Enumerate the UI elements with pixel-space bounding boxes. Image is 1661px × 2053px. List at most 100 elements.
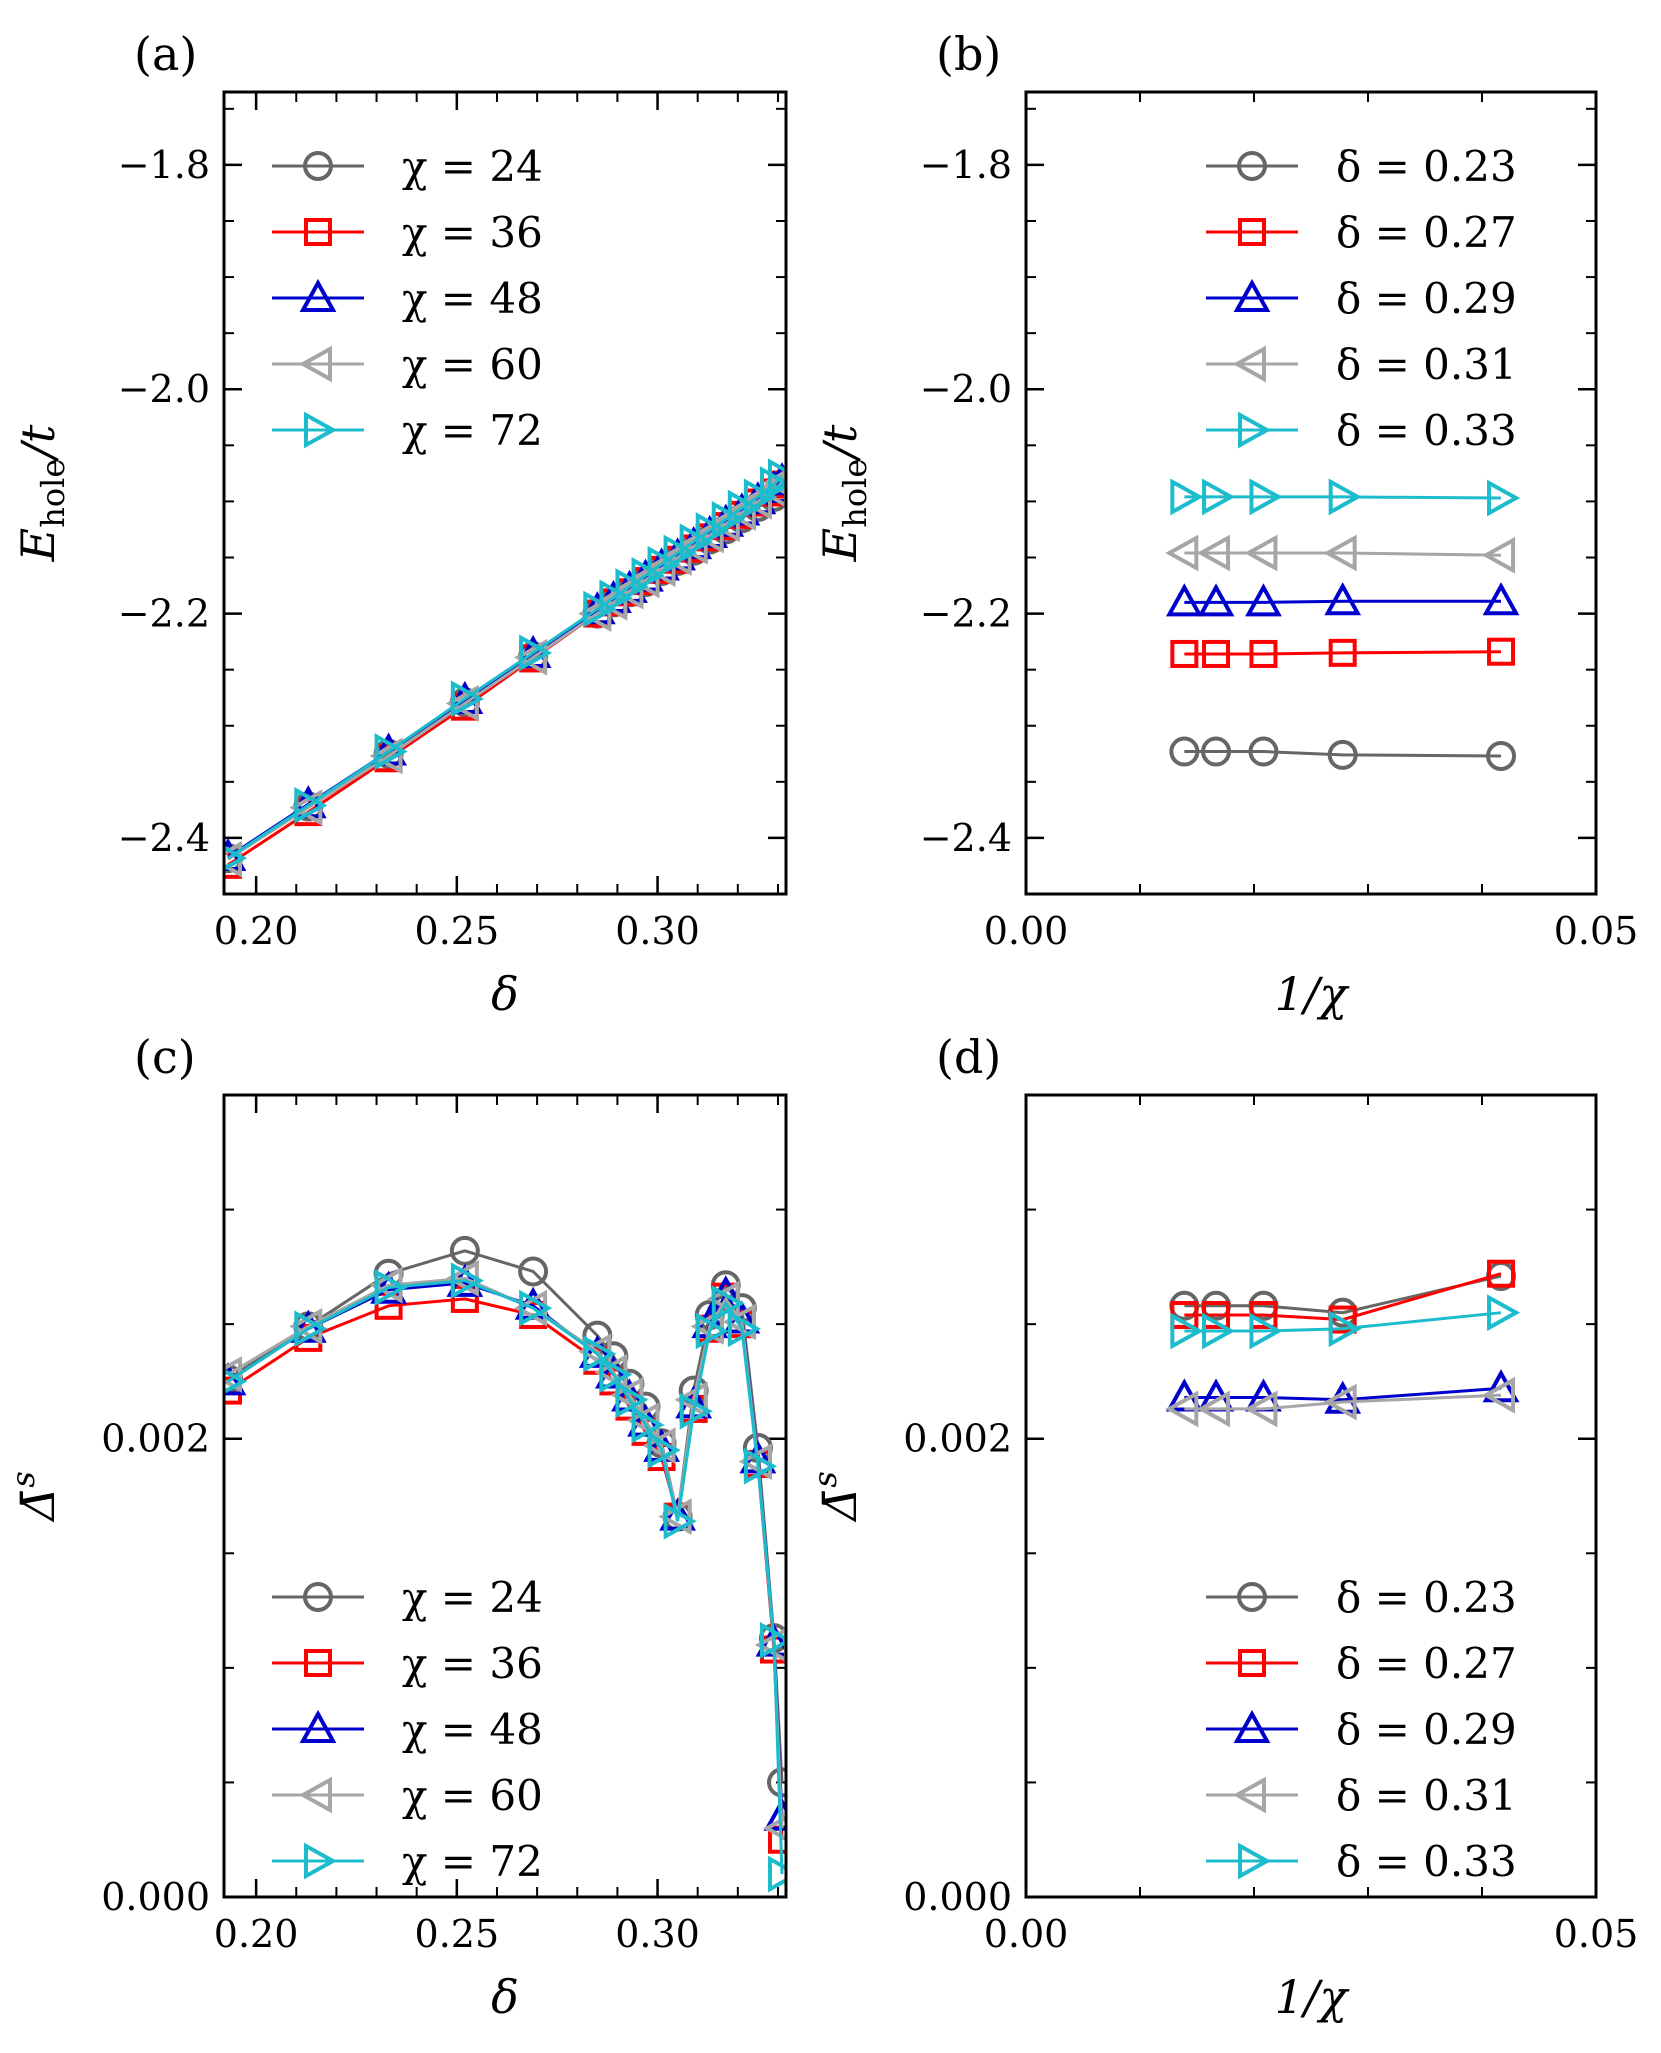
data-point <box>1328 1310 1362 1348</box>
data-point <box>224 1368 248 1395</box>
plot-area-a <box>224 458 786 879</box>
data-point <box>695 1312 729 1350</box>
legend-marker <box>298 345 332 383</box>
legend-marker <box>299 278 337 312</box>
panel-label: (a) <box>134 27 197 81</box>
data-point <box>518 1256 549 1287</box>
panel-label: (b) <box>936 27 1001 81</box>
y-tick-label: −2.0 <box>118 367 210 411</box>
data-point <box>1248 736 1279 767</box>
plot-area-c <box>224 1235 786 1893</box>
data-point <box>519 634 553 672</box>
legend-entry: δ = 0.27 <box>1206 208 1517 257</box>
series-b-0 <box>1169 736 1517 772</box>
y-tick-label: −1.8 <box>118 143 210 187</box>
data-point <box>743 478 778 516</box>
y-tick-label: 0.000 <box>903 1875 1012 1919</box>
data-point <box>224 845 248 871</box>
legend-label: δ = 0.33 <box>1336 1837 1517 1886</box>
y-tick-label: 0.000 <box>101 1875 210 1919</box>
data-point <box>1165 534 1199 572</box>
data-point <box>631 1406 665 1444</box>
x-tick-label: 0.00 <box>984 1912 1069 1956</box>
data-point <box>695 512 729 549</box>
data-point <box>631 557 665 594</box>
data-point <box>289 1309 327 1343</box>
data-point <box>369 737 403 775</box>
legend-marker <box>304 411 338 449</box>
axes-frame <box>222 1093 788 1899</box>
y-tick-label: 0.002 <box>903 1417 1012 1461</box>
series-d-3 <box>1165 1376 1516 1428</box>
x-tick-label: 0.00 <box>984 909 1069 953</box>
data-point <box>711 1285 745 1322</box>
axes-frame <box>222 90 788 896</box>
data-point <box>663 534 697 572</box>
legend-label: δ = 0.29 <box>1336 274 1517 323</box>
data-point <box>1245 583 1282 617</box>
data-point <box>1327 739 1358 770</box>
data-point <box>722 1303 756 1341</box>
series-line <box>1184 1393 1502 1411</box>
x-axis-label: δ <box>491 967 519 1021</box>
legend-marker <box>298 1776 332 1814</box>
data-point <box>513 638 548 676</box>
data-point <box>679 1392 713 1430</box>
data-point <box>647 545 681 583</box>
data-point <box>1481 536 1516 574</box>
data-point <box>594 1355 632 1389</box>
data-point <box>519 1289 553 1327</box>
data-point <box>1323 534 1357 572</box>
y-axis-label: Δ̄s <box>806 1471 867 1523</box>
data-point <box>1196 1390 1231 1428</box>
y-axis-label: Ehole/t <box>11 424 72 562</box>
data-point <box>1328 478 1362 516</box>
legend-marker <box>1238 218 1266 246</box>
data-point <box>1487 479 1521 517</box>
legend-entry: δ = 0.23 <box>1206 142 1517 191</box>
data-point <box>642 1427 676 1464</box>
x-axis-label: 1/χ <box>1275 1970 1351 2024</box>
data-point <box>599 1356 633 1393</box>
x-tick-label: 0.30 <box>615 909 700 953</box>
legend-marker <box>1237 1582 1267 1612</box>
legend-label: χ = 72 <box>402 406 543 455</box>
data-point <box>759 1621 786 1659</box>
data-point <box>1170 478 1204 516</box>
legend-entry: χ = 48 <box>272 274 543 323</box>
series-a-3 <box>224 469 786 878</box>
y-tick-label: 0.002 <box>101 1417 210 1461</box>
ticks-a <box>224 92 786 895</box>
x-tick-label: 0.25 <box>415 1912 500 1956</box>
data-point <box>1201 736 1232 767</box>
legend-marker <box>1232 345 1266 383</box>
legend-marker <box>1233 1709 1271 1743</box>
legend-entry: χ = 24 <box>272 1573 543 1622</box>
data-point <box>1487 1259 1516 1288</box>
plot-area-d <box>1165 1259 1521 1428</box>
data-point <box>1169 736 1200 767</box>
y-tick-label: −2.0 <box>920 367 1012 411</box>
y-tick-label: −2.4 <box>920 816 1012 860</box>
legend-entry: χ = 60 <box>272 1771 543 1820</box>
data-point <box>767 1855 786 1893</box>
data-point <box>711 500 745 538</box>
data-point <box>294 1310 328 1348</box>
series-line <box>1184 750 1502 758</box>
data-point <box>578 595 612 632</box>
legend-entry: δ = 0.31 <box>1206 340 1517 389</box>
data-point <box>1165 583 1203 617</box>
x-axis-label: δ <box>491 1970 519 2024</box>
series-line <box>1184 650 1502 656</box>
legend-label: χ = 36 <box>402 208 543 257</box>
plot-area-b <box>1165 478 1521 772</box>
legend-label: χ = 60 <box>402 1771 543 1820</box>
y-tick-label: −2.4 <box>118 816 210 860</box>
legend-marker <box>1237 151 1267 181</box>
x-tick-label: 0.30 <box>615 1912 700 1956</box>
data-point <box>679 523 713 561</box>
x-tick-label: 0.20 <box>214 1912 299 1956</box>
panel-a: 0.20 0.25 0.30 −1.8 −2.0 −2.2 −2.4 χ = 24 χ = 36… <box>11 27 788 1021</box>
